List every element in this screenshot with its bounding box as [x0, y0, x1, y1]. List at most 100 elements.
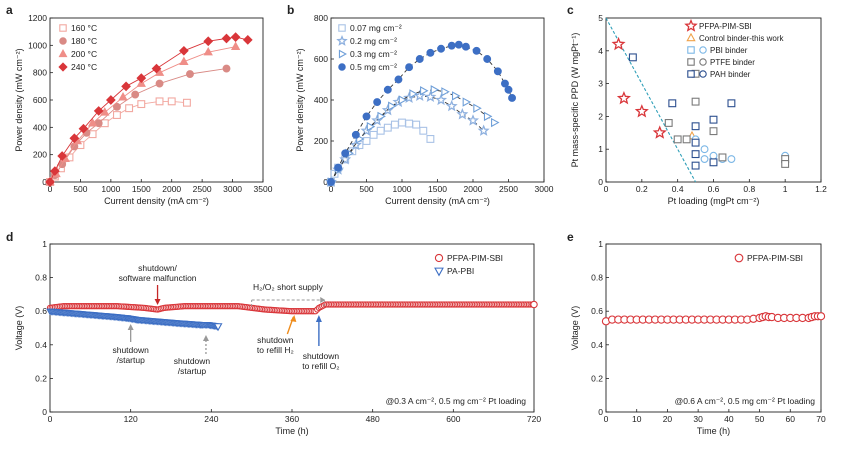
legend-label: PFPA-PIM-SBI	[447, 253, 503, 263]
y-tick-label: 3	[598, 79, 603, 89]
legend-marker	[687, 46, 695, 54]
data-point	[341, 149, 350, 158]
data-point	[727, 99, 736, 108]
legend-marker	[336, 34, 348, 46]
legend-label: 160 °C	[71, 23, 97, 33]
x-tick-label: 0	[48, 414, 53, 424]
data-point	[125, 104, 134, 113]
y-tick-label: 0.4	[35, 340, 47, 350]
data-point	[112, 102, 121, 111]
annotation-arrowhead	[154, 299, 161, 305]
y-tick-label: 1000	[28, 40, 47, 50]
data-point	[57, 151, 68, 161]
legend-marker	[58, 62, 68, 72]
y-axis-label: Voltage (V)	[14, 306, 24, 351]
x-tick-label: 1.2	[815, 184, 827, 194]
data-point	[473, 103, 482, 113]
y-tick-label: 1200	[28, 13, 47, 23]
data-point	[179, 56, 189, 66]
y-tick-label: 1	[42, 239, 47, 249]
data-point	[493, 67, 502, 76]
y-tick-label: 5	[598, 13, 603, 23]
y-tick-label: 0.2	[35, 373, 47, 383]
data-point	[634, 104, 649, 118]
x-tick-label: 60	[786, 414, 796, 424]
y-tick-label: 400	[33, 122, 47, 132]
x-axis-label: Current density (mA cm⁻²)	[104, 196, 209, 206]
x-tick-label: 1000	[101, 184, 120, 194]
y-tick-label: 0.6	[35, 306, 47, 316]
data-point	[691, 97, 700, 106]
annotation-text: shutdown	[257, 335, 294, 345]
data-point	[483, 55, 492, 63]
legend-label: 0.3 mg cm⁻²	[350, 49, 397, 59]
data-point	[137, 100, 146, 109]
legend-label: 180 °C	[71, 36, 97, 46]
legend-marker	[338, 24, 346, 32]
x-tick-label: 500	[359, 184, 373, 194]
data-point	[441, 87, 450, 97]
data-point	[451, 91, 461, 101]
data-point	[136, 73, 147, 83]
data-point	[50, 166, 60, 176]
fit-curve	[330, 95, 484, 183]
y-tick-label: 0.8	[35, 273, 47, 283]
data-point	[179, 45, 189, 56]
data-point	[673, 135, 682, 144]
y-tick-label: 0	[42, 177, 47, 187]
y-axis-label: Power density (mW cm⁻²)	[14, 48, 24, 151]
data-point	[709, 158, 718, 167]
y-tick-label: 0.4	[591, 340, 603, 350]
data-point	[426, 135, 435, 143]
x-tick-label: 0	[48, 184, 53, 194]
data-point	[151, 63, 162, 74]
conditions-text: @0.6 A cm⁻², 0.5 mg cm⁻² Pt loading	[675, 396, 816, 406]
data-point	[383, 85, 392, 94]
data-point	[390, 120, 399, 129]
data-point	[383, 123, 392, 132]
annotation-text: to refill O₂	[302, 361, 339, 371]
conditions-text: @0.3 A cm⁻², 0.5 mg cm⁻² Pt loading	[386, 396, 527, 406]
legend-label: PFPA-PIM-SBI	[699, 22, 752, 31]
data-point	[691, 122, 700, 131]
data-point	[362, 112, 371, 121]
y-axis-label: Voltage (V)	[570, 306, 580, 351]
y-tick-label: 0	[598, 177, 603, 187]
x-tick-label: 240	[204, 414, 218, 424]
data-point	[398, 95, 408, 105]
data-point	[652, 125, 667, 139]
data-point	[377, 111, 386, 122]
data-point	[221, 33, 232, 44]
y-tick-label: 0	[598, 407, 603, 417]
legend-label: 0.07 mg cm⁻²	[350, 23, 402, 33]
data-point	[447, 41, 456, 50]
data-point	[362, 137, 371, 145]
fit-curve	[330, 44, 513, 183]
annotation-arrowhead	[315, 315, 322, 322]
y-tick-label: 600	[33, 95, 47, 105]
data-point	[709, 115, 718, 124]
data-point	[483, 111, 493, 122]
data-point	[435, 93, 448, 106]
legend-label: PAH binder	[710, 70, 751, 79]
legend-marker	[699, 70, 707, 78]
legend-label: PBI binder	[710, 46, 748, 55]
y-tick-label: 0.6	[591, 306, 603, 316]
x-axis-label: Time (h)	[275, 426, 308, 436]
data-point	[424, 90, 437, 103]
x-tick-label: 1500	[132, 184, 151, 194]
data-point	[121, 81, 131, 92]
panel-c: 0 0.2 0.4 0.6 0.8 1 1.2 0 1 2 3 4 5 Pt loading (mgPt …	[567, 3, 827, 206]
x-tick-label: 1	[783, 184, 788, 194]
y-tick-label: 400	[314, 95, 328, 105]
legend-marker	[434, 253, 444, 263]
legend-label: 200 °C	[71, 49, 97, 59]
x-tick-label: 0.8	[743, 184, 755, 194]
x-axis-label: Current density (mA cm⁻²)	[385, 196, 490, 206]
data-point	[491, 117, 500, 128]
panel-a: 0 500 1000 1500 2000 2500 3000 3500 0 200 400 600 80…	[6, 3, 273, 206]
data-point	[213, 323, 223, 332]
data-point	[405, 119, 414, 128]
x-tick-label: 3000	[535, 184, 554, 194]
